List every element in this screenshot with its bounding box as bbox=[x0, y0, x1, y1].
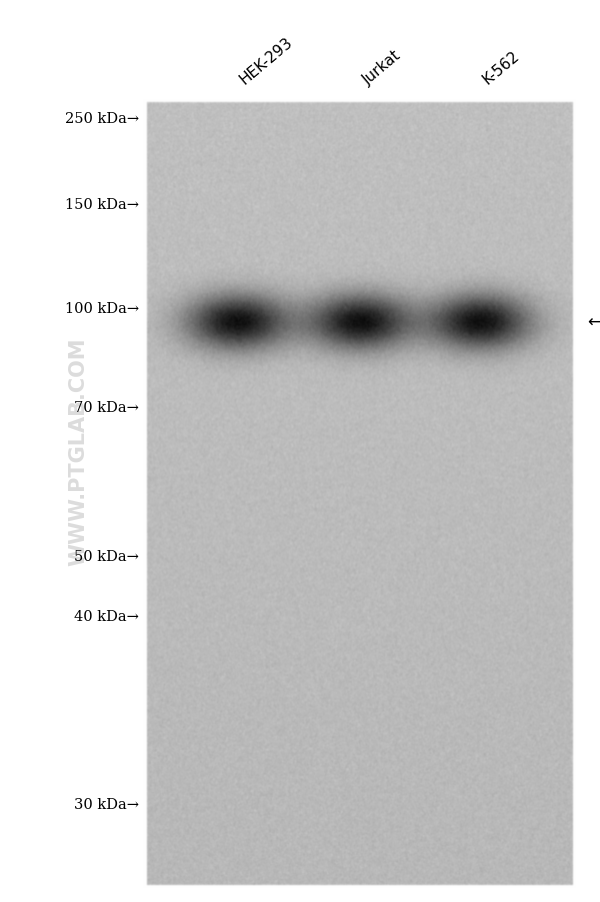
Text: ←: ← bbox=[587, 313, 600, 331]
Text: 150 kDa→: 150 kDa→ bbox=[65, 198, 139, 212]
Text: HEK-293: HEK-293 bbox=[237, 35, 296, 87]
Text: 40 kDa→: 40 kDa→ bbox=[74, 609, 139, 623]
Text: 100 kDa→: 100 kDa→ bbox=[65, 301, 139, 316]
Text: 50 kDa→: 50 kDa→ bbox=[74, 549, 139, 564]
Text: 30 kDa→: 30 kDa→ bbox=[74, 797, 139, 812]
Text: K-562: K-562 bbox=[480, 49, 523, 87]
Text: WWW.PTGLAB.COM: WWW.PTGLAB.COM bbox=[68, 336, 88, 566]
Text: 70 kDa→: 70 kDa→ bbox=[74, 400, 139, 415]
Text: 250 kDa→: 250 kDa→ bbox=[65, 112, 139, 126]
Text: Jurkat: Jurkat bbox=[360, 48, 404, 87]
